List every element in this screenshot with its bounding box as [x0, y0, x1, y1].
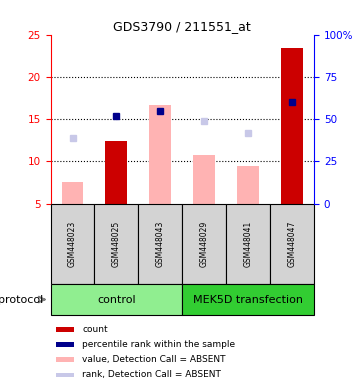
- Bar: [56, 372, 74, 377]
- Bar: [105, 141, 127, 204]
- Bar: [56, 327, 74, 331]
- Bar: [182, 284, 314, 315]
- Text: count: count: [82, 325, 108, 334]
- Text: GSM448025: GSM448025: [112, 221, 121, 267]
- Text: GSM448047: GSM448047: [288, 221, 297, 267]
- Bar: [149, 105, 171, 204]
- Text: rank, Detection Call = ABSENT: rank, Detection Call = ABSENT: [82, 371, 221, 379]
- Bar: [95, 204, 138, 284]
- Bar: [226, 204, 270, 284]
- Text: GSM448043: GSM448043: [156, 221, 165, 267]
- Bar: [56, 342, 74, 346]
- Bar: [182, 204, 226, 284]
- Bar: [61, 182, 83, 204]
- Text: GSM448041: GSM448041: [244, 221, 253, 267]
- Text: MEK5D transfection: MEK5D transfection: [193, 295, 303, 305]
- Text: GSM448029: GSM448029: [200, 221, 209, 267]
- Text: GSM448023: GSM448023: [68, 221, 77, 267]
- Bar: [138, 204, 182, 284]
- Bar: [270, 204, 314, 284]
- Bar: [237, 166, 259, 204]
- Text: protocol: protocol: [0, 295, 43, 305]
- Title: GDS3790 / 211551_at: GDS3790 / 211551_at: [113, 20, 251, 33]
- Bar: [51, 284, 182, 315]
- Bar: [193, 154, 215, 204]
- Bar: [56, 357, 74, 362]
- Text: control: control: [97, 295, 136, 305]
- Text: value, Detection Call = ABSENT: value, Detection Call = ABSENT: [82, 355, 226, 364]
- Bar: [51, 204, 95, 284]
- Text: percentile rank within the sample: percentile rank within the sample: [82, 340, 235, 349]
- Bar: [281, 48, 303, 204]
